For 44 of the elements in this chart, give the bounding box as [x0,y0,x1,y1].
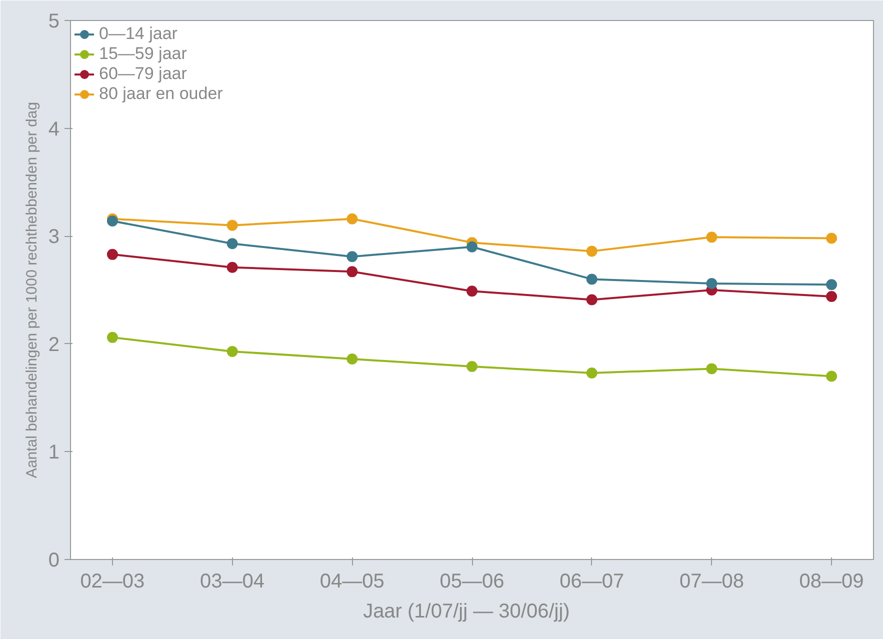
y-axis-title: Aantal behandelingen per 1000 rechthebbenden per dag [23,102,40,478]
point [586,368,598,378]
point [106,332,118,343]
point [706,278,718,290]
x-tick-label: 07—08 [679,570,744,592]
point [106,216,118,226]
point [106,248,118,260]
point [826,279,838,290]
point [706,363,718,374]
point [346,266,358,278]
legend-label: 60—79 jaar [99,64,187,84]
point [346,251,358,262]
legend-label: 0—14 jaar [99,24,178,44]
y-tick-label: 5 [48,10,60,32]
y-tick-label: 1 [48,442,60,464]
point [586,246,598,257]
point [226,238,238,250]
point [226,220,238,231]
x-tick-label: 03—04 [200,570,265,592]
point [466,361,478,372]
point [346,213,358,224]
y-tick-label: 3 [48,226,60,248]
x-tick-label: 06—07 [560,570,624,592]
x-tick-label: 05—06 [440,570,504,592]
point [466,241,478,252]
point [826,370,838,382]
point [226,346,238,357]
x-tick-label: 08—09 [799,570,864,592]
point [586,294,598,306]
point [226,262,238,273]
y-tick-label: 2 [48,334,60,356]
point [706,232,718,243]
point [826,232,838,244]
x-tick-label: 02—03 [80,570,145,592]
y-tick-label: 4 [48,118,60,140]
legend-label: 15—59 jaar [99,44,187,64]
y-tick-label: 0 [48,550,60,572]
point [826,290,838,302]
point [466,286,478,297]
point [586,274,598,285]
x-tick-label: 04—05 [320,570,384,592]
point [346,354,358,364]
x-axis-title: Jaar (1/07/jj — 30/06/jj) [363,600,570,622]
legend-label: 80 jaar en ouder [99,84,223,104]
